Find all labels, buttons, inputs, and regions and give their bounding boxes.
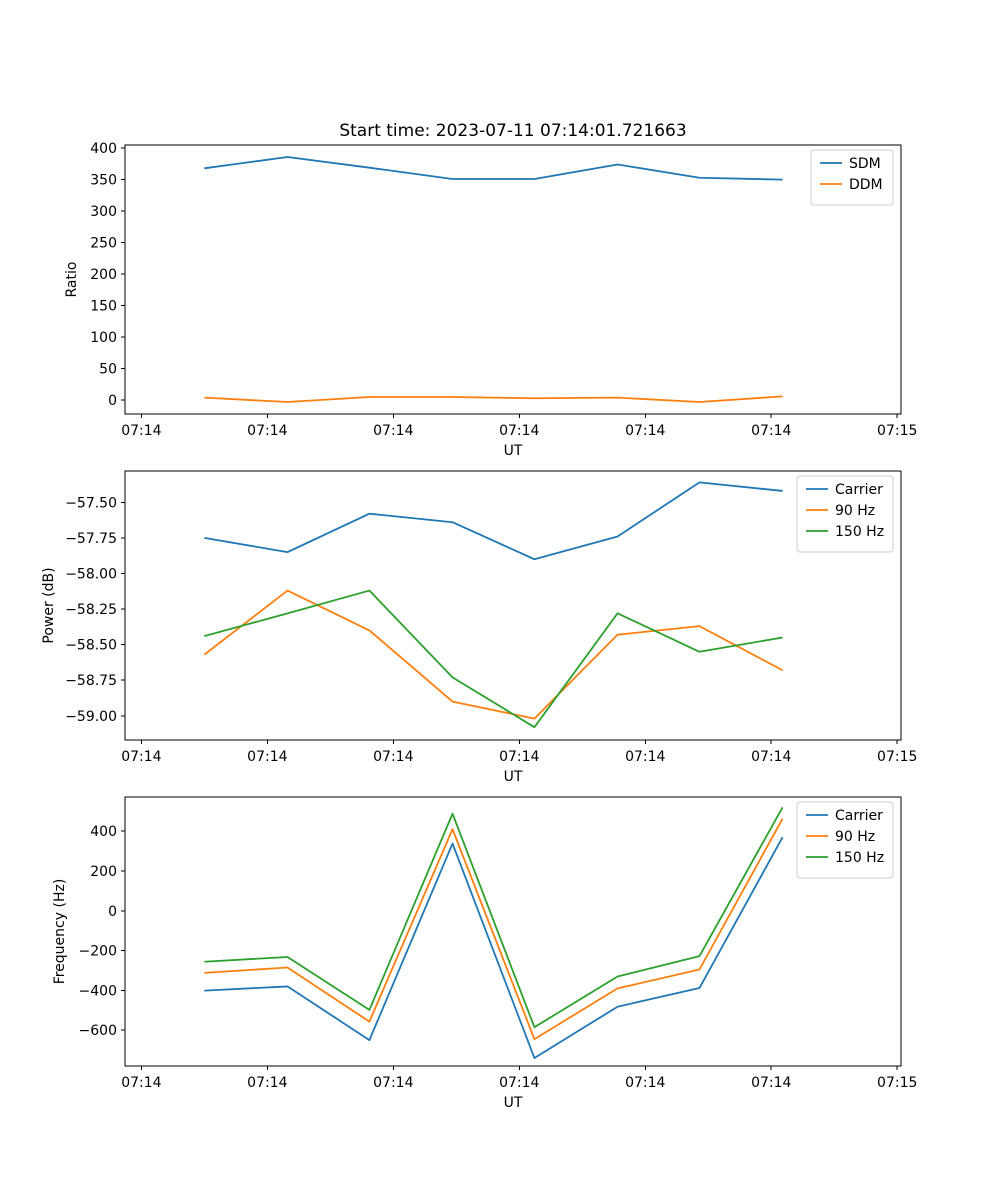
y-tick-label: 400: [90, 824, 117, 840]
x-tick-label: 07:15: [877, 1075, 917, 1091]
plot-border: [124, 144, 902, 415]
y-tick-label: −58.75: [65, 673, 117, 689]
legend-label: 150 Hz: [835, 850, 884, 866]
y-axis-label: Frequency (Hz): [52, 879, 68, 985]
x-tick-label: 07:14: [247, 1075, 287, 1091]
x-axis-label: UT: [504, 769, 523, 785]
series-line-150-hz: [204, 806, 784, 1029]
legend-box: [796, 801, 894, 879]
chart-ratio: 07:14 07:14 07:14 07:14 07:14 07:14 07:15 0 50 10…: [64, 141, 917, 459]
y-tick-label: −59.00: [65, 709, 117, 725]
x-tick-label: 07:14: [625, 423, 665, 439]
legend-entry-90-hz: 90 Hz: [806, 829, 875, 845]
x-axis-label: UT: [504, 1095, 523, 1111]
y-tick-label: 200: [90, 267, 117, 283]
y-tick-label: −600: [79, 1023, 117, 1039]
x-tick-label: 07:15: [877, 423, 917, 439]
x-tick-label: 07:14: [499, 1075, 539, 1091]
legend-entry-150-hz: 150 Hz: [806, 850, 884, 866]
x-tick-label: 07:14: [499, 749, 539, 765]
y-tick-label: 400: [90, 141, 117, 157]
chart-frequency-hz: 07:14 07:14 07:14 07:14 07:14 07:14 07:15 −600 −…: [52, 796, 917, 1111]
legend-label: Carrier: [835, 482, 883, 498]
y-tick-label: −58.25: [65, 602, 117, 618]
legend: Carrier 90 Hz 150 Hz: [796, 801, 894, 879]
legend-label: 150 Hz: [835, 524, 884, 540]
legend-entry-90-hz: 90 Hz: [806, 503, 875, 519]
legend-box: [796, 475, 894, 553]
x-tick-label: 07:14: [751, 1075, 791, 1091]
y-tick-label: −58.50: [65, 638, 117, 654]
legend-label: 90 Hz: [835, 503, 875, 519]
legend-entry-150-hz: 150 Hz: [806, 524, 884, 540]
series-line-ddm: [204, 395, 783, 403]
x-axis-label: UT: [504, 443, 523, 459]
y-axis-label: Power (dB): [41, 567, 57, 643]
y-tick-label: 150: [90, 299, 117, 315]
x-tick-label: 07:14: [121, 1075, 161, 1091]
legend: Carrier 90 Hz 150 Hz: [796, 475, 894, 553]
series-line-carrier: [204, 481, 783, 561]
y-tick-label: 250: [90, 236, 117, 252]
y-tick-label: 100: [90, 330, 117, 346]
x-tick-label: 07:14: [751, 423, 791, 439]
x-tick-label: 07:15: [877, 749, 917, 765]
y-axis-label: Ratio: [64, 262, 80, 298]
legend-entry-ddm: DDM: [820, 177, 883, 193]
x-tick-label: 07:14: [373, 423, 413, 439]
x-tick-label: 07:14: [121, 749, 161, 765]
x-tick-label: 07:14: [499, 423, 539, 439]
x-tick-label: 07:14: [373, 749, 413, 765]
x-tick-label: 07:14: [625, 1075, 665, 1091]
legend: SDM DDM: [810, 149, 894, 206]
series-line-carrier: [204, 836, 784, 1059]
y-tick-label: −57.50: [65, 495, 117, 511]
series-line-sdm: [204, 156, 783, 181]
y-tick-label: 350: [90, 173, 117, 189]
x-tick-label: 07:14: [751, 749, 791, 765]
x-tick-label: 07:14: [247, 749, 287, 765]
legend-entry-sdm: SDM: [820, 156, 881, 172]
y-tick-label: 300: [90, 204, 117, 220]
y-tick-label: 0: [108, 904, 117, 920]
y-tick-label: −200: [79, 944, 117, 960]
plot-border: [124, 796, 902, 1067]
x-tick-label: 07:14: [121, 423, 161, 439]
y-tick-label: −57.75: [65, 531, 117, 547]
legend-label: SDM: [849, 156, 881, 172]
x-tick-label: 07:14: [373, 1075, 413, 1091]
series-line-90-hz: [204, 818, 784, 1041]
x-tick-label: 07:14: [247, 423, 287, 439]
legend-entry-carrier: Carrier: [806, 808, 883, 824]
y-tick-label: 0: [108, 393, 117, 409]
series-line-150-hz: [204, 589, 783, 729]
y-tick-label: −400: [79, 983, 117, 999]
y-tick-label: −58.00: [65, 566, 117, 582]
y-tick-label: 200: [90, 864, 117, 880]
legend-label: 90 Hz: [835, 829, 875, 845]
x-tick-label: 07:14: [625, 749, 665, 765]
figure-title: Start time: 2023-07-11 07:14:01.721663: [339, 121, 687, 141]
legend-label: Carrier: [835, 808, 883, 824]
chart-power-db: 07:14 07:14 07:14 07:14 07:14 07:14 07:15 −59.0…: [41, 470, 917, 785]
legend-entry-carrier: Carrier: [806, 482, 883, 498]
legend-label: DDM: [849, 177, 883, 193]
plot-border: [124, 470, 902, 741]
y-tick-label: 50: [99, 362, 117, 378]
series-line-90-hz: [203, 589, 784, 720]
